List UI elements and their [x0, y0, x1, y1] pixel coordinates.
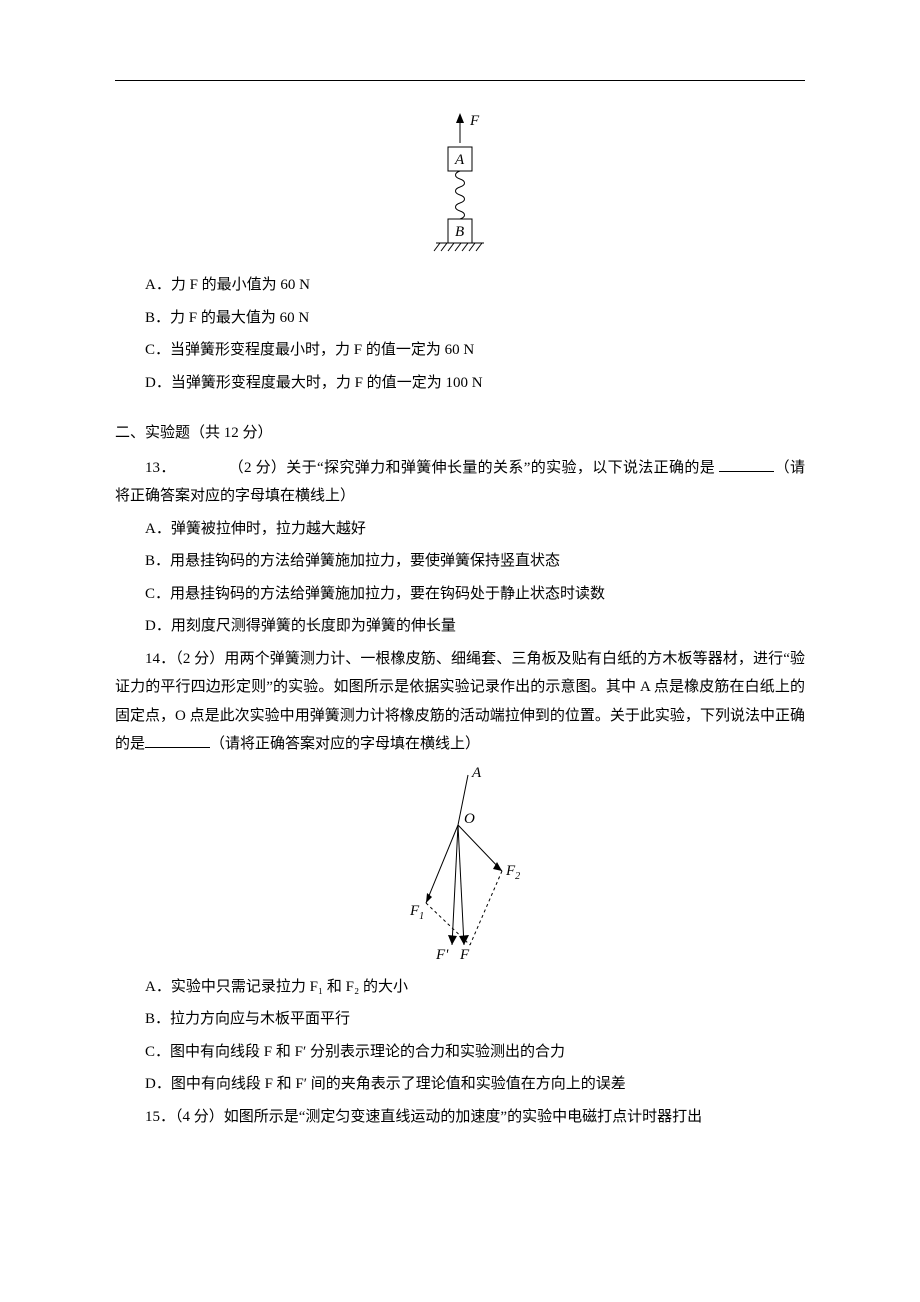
q12-option-D: D．当弹簧形变程度最大时，力 F 的值一定为 100 N — [115, 369, 805, 398]
q14-stem-tail: （请将正确答案对应的字母填在横线上） — [210, 736, 480, 752]
q13-option-D: D．用刻度尺测得弹簧的长度即为弹簧的伸长量 — [115, 612, 805, 641]
q12-option-B-text: 力 F 的最大值为 60 N — [170, 310, 309, 326]
q14-number: 14． — [145, 651, 175, 667]
fig2-label-Fp: Fʹ — [435, 947, 449, 963]
q12-option-A: A．力 F 的最小值为 60 N — [115, 271, 805, 300]
q15-stem-text: （4 分）如图所示是“测定匀变速直线运动的加速度”的实验中电磁打点计时器打出 — [175, 1109, 702, 1125]
q15-stem: 15．（4 分）如图所示是“测定匀变速直线运动的加速度”的实验中电磁打点计时器打… — [115, 1103, 805, 1132]
fig2-label-F1: F1 — [409, 903, 424, 922]
top-rule — [115, 80, 805, 81]
q14-option-C: C．图中有向线段 F 和 Fʹ 分别表示理论的合力和实验测出的合力 — [115, 1038, 805, 1067]
q13-option-D-text: 用刻度尺测得弹簧的长度即为弹簧的伸长量 — [171, 618, 456, 634]
q14-option-A-text: 实验中只需记录拉力 F₁ 和 F₂ 的大小 — [171, 979, 408, 995]
q13-stem: 13．（2 分）关于“探究弹力和弹簧伸长量的关系”的实验，以下说法正确的是 （请… — [115, 454, 805, 511]
label-A: A — [454, 152, 465, 168]
q12-option-A-text: 力 F 的最小值为 60 N — [171, 277, 310, 293]
q14-option-D-text: 图中有向线段 F 和 Fʹ 间的夹角表示了理论值和实验值在方向上的误差 — [171, 1076, 626, 1092]
q12-option-B: B．力 F 的最大值为 60 N — [115, 304, 805, 333]
label-F: F — [469, 113, 480, 129]
q14-option-D: D．图中有向线段 F 和 Fʹ 间的夹角表示了理论值和实验值在方向上的误差 — [115, 1070, 805, 1099]
label-B: B — [455, 224, 464, 240]
q13-option-C: C．用悬挂钩码的方法给弹簧施加拉力，要在钩码处于静止状态时读数 — [115, 580, 805, 609]
q14-option-B-text: 拉力方向应与木板平面平行 — [170, 1011, 350, 1027]
q12-option-D-text: 当弹簧形变程度最大时，力 F 的值一定为 100 N — [171, 375, 483, 391]
q14-option-C-text: 图中有向线段 F 和 Fʹ 分别表示理论的合力和实验测出的合力 — [170, 1044, 565, 1060]
fig2-label-A: A — [471, 765, 482, 781]
q13-blank — [719, 456, 774, 472]
section-2-title: 二、实验题（共 12 分） — [115, 419, 805, 448]
fig2-label-F: F — [459, 947, 470, 963]
q13-number: 13． — [145, 460, 176, 476]
q12-option-C: C．当弹簧形变程度最小时，力 F 的值一定为 60 N — [115, 336, 805, 365]
q12-option-C-text: 当弹簧形变程度最小时，力 F 的值一定为 60 N — [170, 342, 474, 358]
q14-blank — [145, 732, 210, 748]
figure-parallelogram: A O F1 F2 Fʹ F — [380, 763, 540, 963]
q13-option-B-text: 用悬挂钩码的方法给弹簧施加拉力，要使弹簧保持竖直状态 — [170, 553, 560, 569]
q14-stem: 14．（2 分）用两个弹簧测力计、一根橡皮筋、细绳套、三角板及贴有白纸的方木板等… — [115, 645, 805, 759]
q14-option-A: A．实验中只需记录拉力 F₁ 和 F₂ 的大小 — [115, 973, 805, 1002]
fig2-label-O: O — [464, 811, 475, 827]
q13-stem1: 关于“探究弹力和弹簧伸长量的关系”的实验，以下说法正确的是 — [286, 460, 715, 476]
figure-spring-blocks: F A B — [430, 111, 490, 261]
q15-number: 15． — [145, 1109, 175, 1125]
q13-option-A: A．弹簧被拉伸时，拉力越大越好 — [115, 515, 805, 544]
q13-option-A-text: 弹簧被拉伸时，拉力越大越好 — [171, 521, 366, 537]
q13-score: （2 分） — [228, 460, 286, 476]
q13-option-C-text: 用悬挂钩码的方法给弹簧施加拉力，要在钩码处于静止状态时读数 — [170, 586, 605, 602]
q13-option-B: B．用悬挂钩码的方法给弹簧施加拉力，要使弹簧保持竖直状态 — [115, 547, 805, 576]
q14-option-B: B．拉力方向应与木板平面平行 — [115, 1005, 805, 1034]
fig2-label-F2: F2 — [505, 863, 520, 882]
